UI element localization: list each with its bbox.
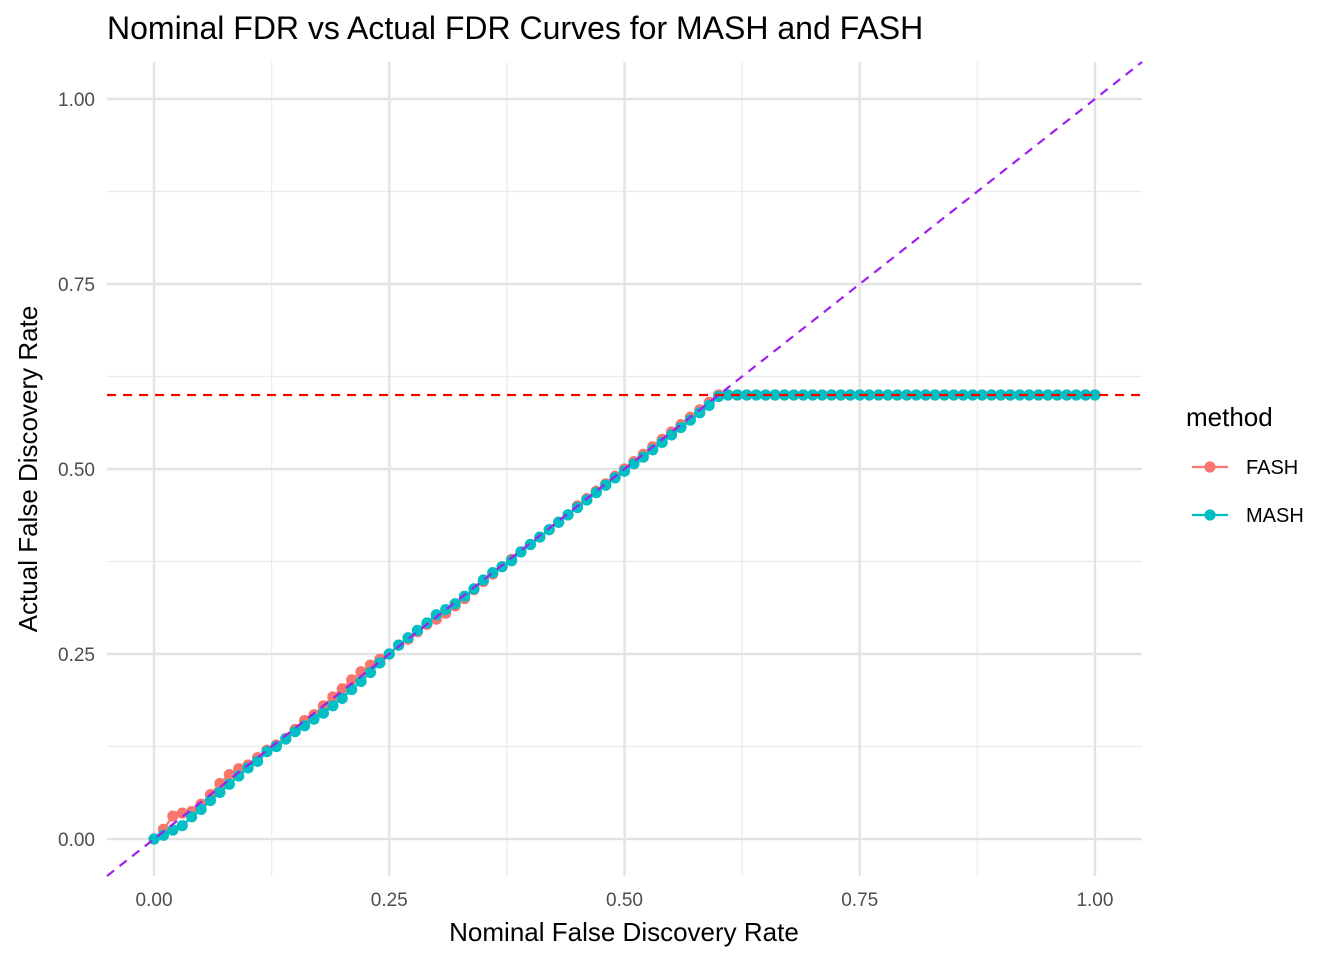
mash-point	[901, 389, 913, 401]
mash-point	[374, 657, 386, 669]
mash-point	[336, 692, 348, 705]
mash-point	[505, 555, 518, 567]
mash-point	[534, 531, 546, 543]
mash-point	[176, 820, 188, 832]
mash-point	[609, 472, 621, 484]
mash-point	[600, 479, 612, 491]
legend-key-point-mash	[1204, 509, 1216, 521]
mash-point	[750, 389, 762, 401]
chart-title: Nominal FDR vs Actual FDR Curves for MAS…	[107, 10, 923, 46]
mash-point	[327, 700, 339, 712]
x-axis-title: Nominal False Discovery Rate	[449, 917, 799, 947]
legend-label-fash: FASH	[1246, 457, 1298, 479]
x-tick-label: 0.25	[371, 890, 408, 911]
x-tick-label: 0.00	[136, 890, 173, 911]
mash-point	[816, 389, 828, 401]
mash-point	[1089, 389, 1101, 401]
legend-title: method	[1186, 402, 1273, 432]
mash-point	[261, 746, 273, 758]
mash-point	[289, 726, 301, 738]
mash-point	[496, 561, 508, 573]
legend-label-mash: MASH	[1246, 505, 1304, 527]
mash-point	[835, 389, 847, 401]
mash-point	[722, 389, 734, 401]
mash-point	[788, 389, 800, 401]
mash-point	[675, 421, 687, 434]
mash-point	[298, 720, 311, 732]
legend: method FASH MASH	[1186, 402, 1304, 527]
mash-point	[562, 509, 574, 521]
fash-point	[336, 683, 348, 695]
fash-point	[327, 691, 339, 703]
y-tick-label: 1.00	[58, 90, 95, 111]
mash-point	[684, 414, 696, 426]
mash-point	[863, 389, 875, 401]
mash-point	[393, 639, 405, 651]
fash-point	[223, 769, 235, 781]
y-tick-label: 0.00	[58, 830, 95, 851]
x-tick-label: 0.50	[606, 890, 643, 911]
mash-point	[910, 389, 922, 401]
mash-point	[430, 609, 442, 621]
mash-point	[186, 811, 198, 823]
mash-point	[995, 389, 1007, 401]
x-tick-label: 1.00	[1076, 890, 1113, 911]
mash-point	[458, 590, 471, 602]
tick-labels: 0.00 0.25 0.50 0.75 1.00 0.00 0.25 0.50 0.75 1.00	[58, 90, 1113, 911]
mash-point	[449, 598, 461, 610]
mash-point	[948, 389, 960, 401]
mash-point	[618, 465, 631, 477]
mash-point	[647, 444, 659, 456]
legend-key-point-fash	[1204, 461, 1216, 473]
mash-point	[195, 803, 207, 816]
x-tick-label: 0.75	[841, 890, 878, 911]
mash-point	[571, 501, 584, 514]
mash-point	[355, 675, 367, 687]
mash-point	[665, 429, 678, 441]
mash-point	[712, 390, 725, 403]
y-tick-label: 0.75	[58, 275, 95, 296]
mash-point	[882, 389, 894, 401]
mash-point	[242, 762, 254, 774]
mash-point	[1070, 389, 1082, 401]
mash-point	[524, 538, 537, 551]
mash-point	[1023, 389, 1035, 401]
y-tick-label: 0.50	[58, 460, 95, 481]
diagonal-reference-line	[106, 61, 1143, 877]
mash-point	[317, 707, 330, 719]
mash-point	[214, 786, 226, 798]
mash-point	[741, 389, 753, 401]
mash-point	[656, 436, 668, 448]
y-tick-label: 0.25	[58, 645, 95, 666]
reference-lines	[106, 61, 1143, 877]
mash-point	[167, 824, 179, 836]
mash-point	[976, 389, 988, 401]
mash-point	[769, 389, 781, 401]
fash-point	[346, 674, 358, 686]
y-axis-title: Actual False Discovery Rate	[13, 306, 43, 633]
mash-point	[251, 755, 264, 767]
mash-point	[694, 407, 706, 419]
mash-point	[1042, 389, 1054, 401]
mash-point	[637, 451, 649, 463]
mash-point	[402, 632, 414, 644]
mash-point	[1061, 389, 1073, 401]
mash-point	[364, 666, 377, 679]
fash-point	[167, 810, 179, 822]
mash-point	[204, 794, 217, 807]
mash-point	[703, 399, 715, 411]
mash-point	[929, 389, 941, 401]
mash-point	[628, 458, 640, 470]
